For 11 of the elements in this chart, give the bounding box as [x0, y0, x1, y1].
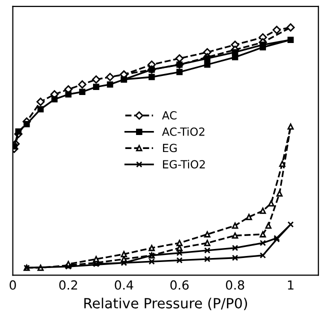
x-axis-title: Relative Pressure (P/P0)	[84, 298, 248, 310]
legend-label: EG-TiO2	[163, 160, 205, 168]
x-tick-label: 0.4	[114, 280, 134, 290]
legend-label: AC-TiO2	[162, 127, 204, 136]
x-tick-label: 0.2	[59, 280, 78, 290]
legend-label: AC	[162, 111, 177, 120]
x-tick-label: 0	[10, 280, 16, 290]
legend-label: EG	[163, 144, 177, 152]
x-tick-label: 0.6	[170, 280, 189, 290]
x-tick-label: 0.8	[226, 280, 244, 290]
x-tick-label: 1	[288, 280, 294, 290]
